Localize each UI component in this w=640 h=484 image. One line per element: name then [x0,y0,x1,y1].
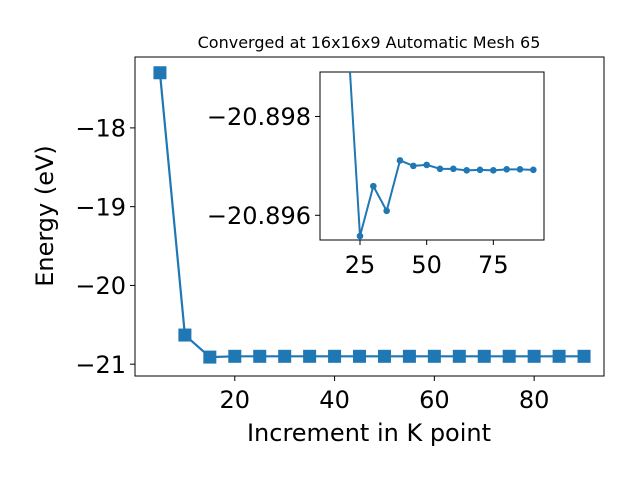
main-x-tick-label: 40 [319,386,350,414]
inset-data-point [410,162,417,170]
main-data-point [552,349,566,363]
main-data-point [577,349,591,363]
inset-series-group [343,14,537,240]
main-x-tick-label: 80 [519,386,550,414]
inset-data-point [436,165,444,173]
main-data-point [402,349,416,363]
inset-data-point [530,166,537,174]
inset-data-point [463,167,470,174]
main-y-tick-label: −18 [75,115,126,143]
y-axis-label: Energy (eV) [31,145,59,287]
inset-x-tick-label: 50 [411,251,442,279]
main-data-point [477,349,491,363]
main-y-tick-label: −20 [75,272,126,300]
inset-data-point [450,165,457,173]
main-data-point [303,349,317,363]
inset-y-tick-label: −20.898 [207,103,311,131]
main-data-point [502,349,516,363]
main-data-point [452,349,466,363]
inset-data-point [370,182,377,190]
inset-x-tick-label: 25 [345,251,376,279]
main-data-point [228,349,242,363]
main-y-tick-label: −21 [75,351,126,379]
inset-data-point [343,14,350,21]
chart-title: Converged at 16x16x9 Automatic Mesh 65 [198,33,541,52]
main-data-point [527,349,541,363]
x-axis-label: Increment in K point [247,419,491,447]
inset-x-tick-label: 75 [478,251,509,279]
inset-data-point [490,167,497,174]
main-data-point [377,349,391,363]
inset-data-point [423,161,430,169]
inset-data-point [396,157,404,164]
main-x-tick-label: 20 [220,386,251,414]
main-data-point [328,349,342,363]
inset-data-point [503,166,510,173]
main-x-tick-label: 60 [419,386,450,414]
inset-axes-frame [319,71,545,241]
inset-data-point [356,232,364,240]
main-y-tick-label: −19 [75,193,126,221]
main-data-point [178,328,192,342]
main-data-point [353,349,367,363]
main-data-point [203,350,217,364]
inset-y-tick-label: −20.896 [207,202,311,230]
inset-data-point [516,166,524,173]
main-series-group [153,66,591,364]
inset-data-point [476,166,484,174]
main-data-point [427,349,441,363]
inset-plot: 25 50 75 −20.898 −20.896 [207,14,545,279]
main-data-point [153,66,167,80]
main-data-point [253,349,267,363]
main-data-point [278,349,292,363]
inset-data-point [383,207,390,215]
